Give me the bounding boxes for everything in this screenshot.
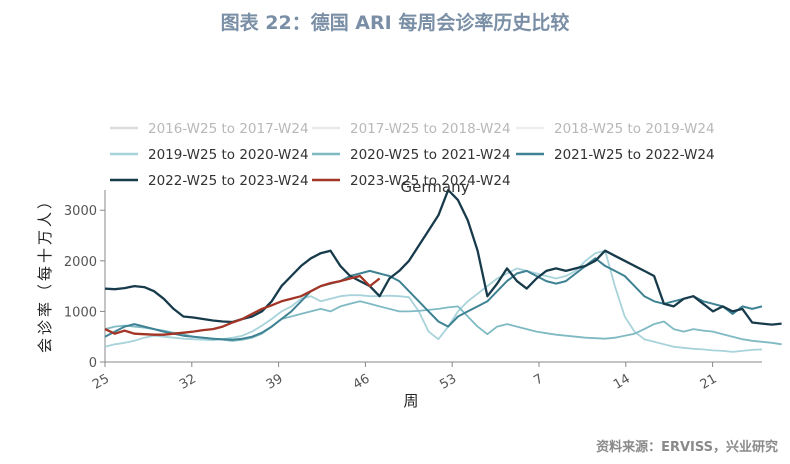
source-note: 资料来源：ERVISS，兴业研究 [596, 440, 778, 455]
y-axis-label: 会诊率（每十万人） [36, 191, 54, 353]
legend-label-4: 2020-W25 to 2021-W24 [350, 147, 511, 163]
series-line-7 [104, 274, 381, 336]
figure-title: 图表 22：德国 ARI 每周会诊率历史比较 [220, 12, 570, 34]
x-tick-label: 14 [611, 371, 633, 392]
series-line-6 [104, 188, 782, 326]
series-line-5 [104, 257, 763, 341]
y-ticks: 0 1000 2000 3000 [64, 204, 105, 371]
legend: 2016-W25 to 2017-W24 2017-W25 to 2018-W24… [110, 121, 715, 189]
legend-label-1: 2017-W25 to 2018-W24 [350, 121, 511, 137]
legend-label-0: 2016-W25 to 2017-W24 [148, 121, 309, 137]
x-tick-label: 39 [264, 371, 286, 392]
axes [104, 190, 762, 363]
x-tick-label: 46 [351, 371, 373, 392]
legend-label-6: 2022-W25 to 2023-W24 [148, 173, 309, 189]
legend-label-5: 2021-W25 to 2022-W24 [554, 147, 715, 163]
chart-title: Germany [401, 178, 470, 196]
legend-label-2: 2018-W25 to 2019-W24 [554, 121, 715, 137]
plot-lines [104, 188, 782, 353]
y-tick-label: 1000 [64, 305, 97, 320]
x-tick-label: 7 [531, 371, 546, 388]
y-tick-label: 3000 [64, 204, 97, 219]
x-axis-label: 周 [403, 392, 418, 410]
x-ticks: 25 32 39 46 53 7 14 21 [90, 362, 720, 393]
x-tick-label: 25 [90, 371, 112, 392]
y-tick-label: 2000 [64, 255, 97, 270]
y-tick-label: 0 [89, 356, 97, 371]
x-tick-label: 32 [177, 371, 199, 392]
series-line-3 [104, 249, 763, 353]
legend-label-7: 2023-W25 to 2024-W24 [350, 173, 511, 189]
x-tick-label: 21 [698, 371, 720, 392]
x-tick-label: 53 [437, 371, 459, 392]
legend-label-3: 2019-W25 to 2020-W24 [148, 147, 309, 163]
